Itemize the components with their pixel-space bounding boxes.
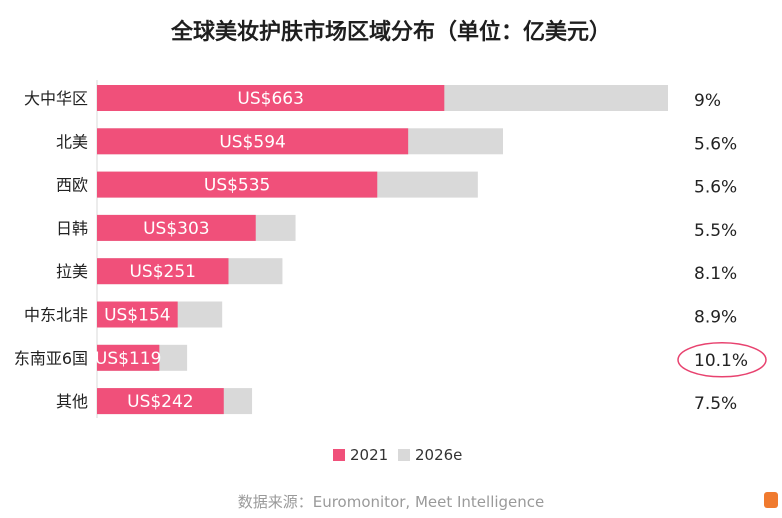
bar-2021 — [97, 301, 178, 328]
category-label: 西欧 — [56, 176, 88, 195]
bar-2021 — [97, 344, 160, 371]
growth-label: 10.1% — [694, 351, 748, 371]
legend-label-2026e: 2026e — [415, 446, 462, 464]
highlight-circle — [677, 342, 767, 378]
bar-value-label: US$663 — [237, 89, 304, 109]
category-label: 东南亚6国 — [14, 349, 88, 368]
bar-value-label: US$594 — [219, 132, 286, 152]
bar-2021 — [97, 128, 409, 155]
chart-title: 全球美妆护肤市场区域分布（单位：亿美元） — [170, 20, 611, 45]
bar-value-label: US$251 — [129, 262, 196, 282]
growth-label: 8.1% — [694, 264, 737, 284]
category-label: 大中华区 — [24, 89, 88, 108]
brand-logo-icon — [764, 492, 778, 508]
growth-label: 9% — [694, 91, 721, 111]
category-label: 其他 — [56, 392, 88, 411]
growth-label: 7.5% — [694, 394, 737, 414]
legend-swatch-2026e — [398, 449, 410, 461]
legend-swatch-2021 — [333, 449, 345, 461]
bar-value-label: US$154 — [104, 306, 171, 326]
category-label: 北美 — [56, 132, 88, 151]
growth-label: 5.6% — [694, 134, 737, 154]
category-label: 中东北非 — [24, 306, 88, 325]
bar-2021 — [97, 258, 229, 285]
growth-label: 5.5% — [694, 221, 737, 241]
bar-2021 — [97, 171, 378, 198]
bar-2021 — [97, 214, 256, 241]
category-label: 日韩 — [56, 219, 88, 238]
bar-2021 — [97, 388, 224, 415]
growth-label: 5.6% — [694, 178, 737, 198]
legend: 2021 2026e — [333, 446, 462, 464]
category-label: 拉美 — [56, 262, 88, 281]
bar-value-label: US$303 — [143, 219, 210, 239]
bar-value-label: US$535 — [204, 176, 271, 196]
bar-value-label: US$242 — [127, 392, 194, 412]
legend-label-2021: 2021 — [350, 446, 388, 464]
source-note: 数据来源：Euromonitor, Meet Intelligence — [237, 493, 545, 511]
bar-value-label: US$119 — [95, 349, 162, 369]
growth-label: 8.9% — [694, 308, 737, 328]
bars-group: 大中华区 US$663 9% 北美 US$594 5.6% 西欧 US$535 5.6% 日韩 US… — [14, 85, 767, 415]
bar-2021 — [97, 85, 445, 111]
